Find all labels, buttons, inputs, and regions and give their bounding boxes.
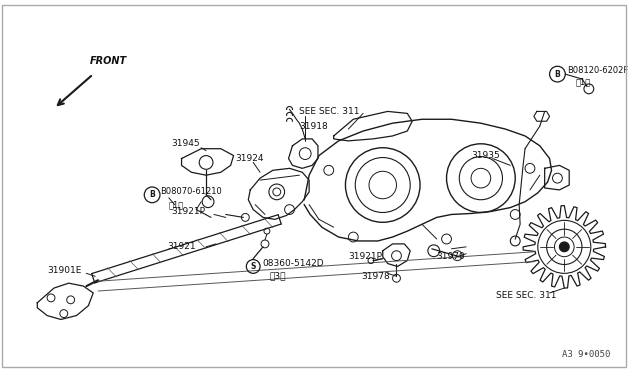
Text: B: B bbox=[554, 70, 560, 78]
Text: 31921: 31921 bbox=[167, 242, 195, 251]
Text: 31924: 31924 bbox=[236, 154, 264, 163]
Text: （3）: （3） bbox=[270, 272, 286, 281]
Text: 31918: 31918 bbox=[300, 122, 328, 131]
Text: 31935: 31935 bbox=[471, 151, 500, 160]
Text: FRONT: FRONT bbox=[90, 56, 127, 66]
Text: 08360-5142D: 08360-5142D bbox=[262, 259, 324, 268]
Text: 31945: 31945 bbox=[172, 139, 200, 148]
Text: 31978: 31978 bbox=[361, 272, 390, 281]
Text: 31970: 31970 bbox=[436, 252, 465, 261]
Text: S: S bbox=[250, 262, 256, 271]
Text: （1）: （1） bbox=[575, 77, 590, 86]
Text: 31901E: 31901E bbox=[47, 266, 81, 275]
Text: 31921P: 31921P bbox=[172, 207, 205, 216]
Text: B: B bbox=[149, 190, 155, 199]
Circle shape bbox=[559, 242, 569, 252]
Text: SEE SEC. 311: SEE SEC. 311 bbox=[495, 291, 556, 301]
Text: （1）: （1） bbox=[169, 200, 184, 209]
Text: B08070-61210: B08070-61210 bbox=[160, 187, 221, 196]
Text: 31921P: 31921P bbox=[348, 252, 382, 261]
Text: A3 9•0050: A3 9•0050 bbox=[562, 350, 611, 359]
Text: B08120-6202F: B08120-6202F bbox=[567, 66, 628, 75]
Text: SEE SEC. 311: SEE SEC. 311 bbox=[300, 107, 360, 116]
